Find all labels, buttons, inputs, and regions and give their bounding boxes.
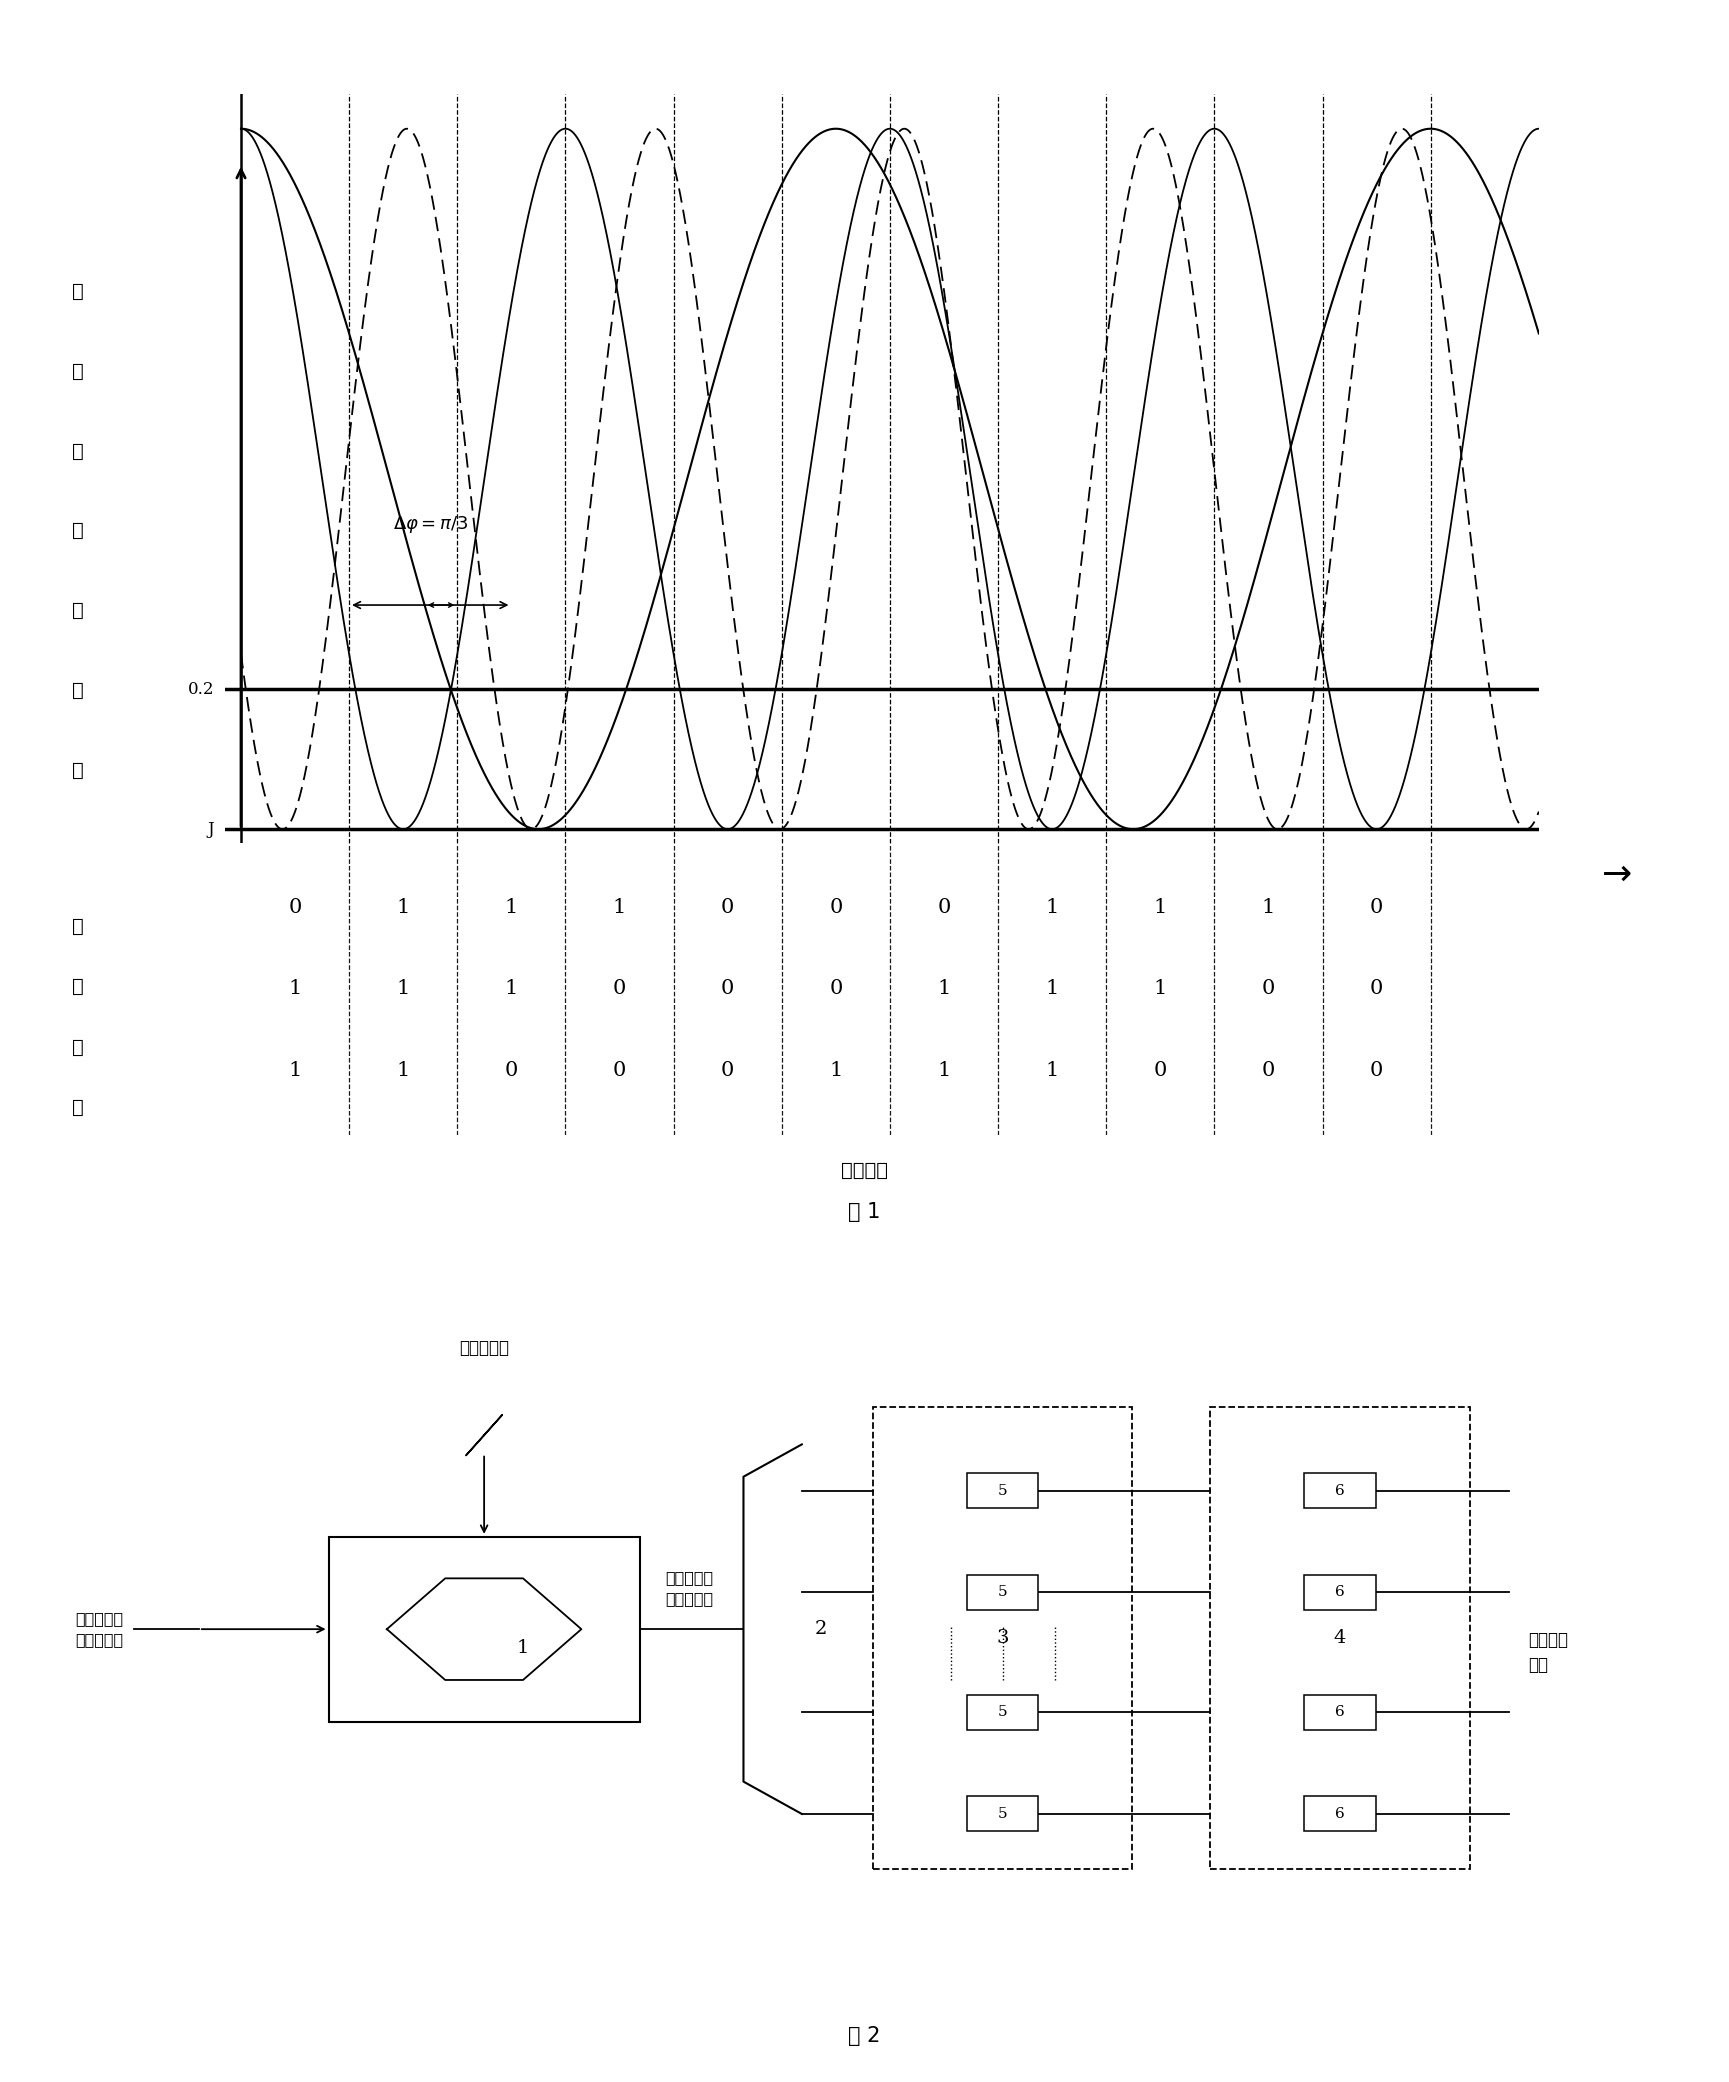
Bar (967, 1474, 1039, 1507)
Bar (1304, 1695, 1376, 1730)
Bar (1304, 1797, 1376, 1832)
Text: 光: 光 (73, 681, 83, 700)
Text: 1: 1 (937, 979, 951, 999)
Text: 3: 3 (996, 1630, 1010, 1647)
Text: 一: 一 (73, 362, 83, 381)
Text: 5: 5 (998, 1807, 1008, 1822)
Text: 1: 1 (289, 1062, 303, 1081)
Text: 1: 1 (1046, 979, 1058, 999)
Text: 0: 0 (721, 897, 735, 916)
Text: 0: 0 (1369, 897, 1383, 916)
Text: 0: 0 (1369, 979, 1383, 999)
Text: 1: 1 (396, 979, 410, 999)
Text: 2: 2 (814, 1620, 826, 1639)
Text: 0: 0 (721, 1062, 735, 1081)
Text: 0: 0 (937, 897, 951, 916)
Text: 1: 1 (505, 979, 519, 999)
Bar (329, 1537, 640, 1722)
Text: 1: 1 (1046, 897, 1058, 916)
Text: 4: 4 (1333, 1630, 1347, 1647)
Text: 1: 1 (396, 1062, 410, 1081)
Text: 0: 0 (612, 1062, 626, 1081)
Text: 模拟电压: 模拟电压 (840, 1160, 889, 1180)
Text: 1: 1 (937, 1062, 951, 1081)
Text: 6: 6 (1335, 1705, 1345, 1720)
Text: J: J (207, 820, 214, 837)
Text: 码: 码 (73, 1097, 83, 1118)
Text: 0: 0 (289, 897, 303, 916)
Text: 1: 1 (830, 1062, 842, 1081)
Text: 数字编码
输出: 数字编码 输出 (1528, 1630, 1568, 1674)
Text: 6: 6 (1335, 1484, 1345, 1497)
Text: 6: 6 (1335, 1807, 1345, 1822)
Text: 图 1: 图 1 (849, 1201, 880, 1222)
Text: 0: 0 (1262, 979, 1274, 999)
Text: 1: 1 (1153, 979, 1167, 999)
Bar (967, 1695, 1039, 1730)
Text: 1: 1 (517, 1639, 529, 1657)
Text: 量: 量 (73, 916, 83, 937)
Text: 0: 0 (612, 979, 626, 999)
Text: 0: 0 (830, 897, 842, 916)
Text: 编: 编 (73, 1037, 83, 1058)
Text: 输: 输 (73, 520, 83, 541)
Text: 0: 0 (721, 979, 735, 999)
Text: 归: 归 (73, 281, 83, 302)
Text: 1: 1 (396, 897, 410, 916)
Bar (967, 1797, 1039, 1832)
Text: 1: 1 (1046, 1062, 1058, 1081)
Text: 强: 强 (73, 760, 83, 781)
Bar (873, 1407, 1132, 1870)
Text: 同步多波长
光脉冲输入: 同步多波长 光脉冲输入 (76, 1611, 124, 1647)
Bar (967, 1574, 1039, 1609)
Text: 化: 化 (73, 976, 83, 997)
Bar (1304, 1474, 1376, 1507)
Text: 图 2: 图 2 (849, 2026, 880, 2047)
Text: 模拟电信号: 模拟电信号 (460, 1339, 508, 1357)
Bar (1304, 1574, 1376, 1609)
Text: →: → (1601, 858, 1632, 891)
Text: 化: 化 (73, 441, 83, 460)
Text: 0: 0 (1262, 1062, 1274, 1081)
Text: 0: 0 (1153, 1062, 1167, 1081)
Text: 0: 0 (505, 1062, 519, 1081)
Bar (1210, 1407, 1470, 1870)
Text: $\Delta\varphi=\pi/3$: $\Delta\varphi=\pi/3$ (392, 514, 469, 535)
Text: 0: 0 (1369, 1062, 1383, 1081)
Text: 出: 出 (73, 602, 83, 620)
Text: 5: 5 (998, 1584, 1008, 1599)
Text: 6: 6 (1335, 1584, 1345, 1599)
Text: 5: 5 (998, 1484, 1008, 1497)
Text: 0.2: 0.2 (187, 681, 214, 697)
Text: 1: 1 (1153, 897, 1167, 916)
Text: 1: 1 (289, 979, 303, 999)
Text: 5: 5 (998, 1705, 1008, 1720)
Text: 1: 1 (505, 897, 519, 916)
Text: 1: 1 (1262, 897, 1274, 916)
Text: 1: 1 (612, 897, 626, 916)
Text: 被调制多波
长脉冲输出: 被调制多波 长脉冲输出 (666, 1570, 714, 1605)
Text: 0: 0 (830, 979, 842, 999)
